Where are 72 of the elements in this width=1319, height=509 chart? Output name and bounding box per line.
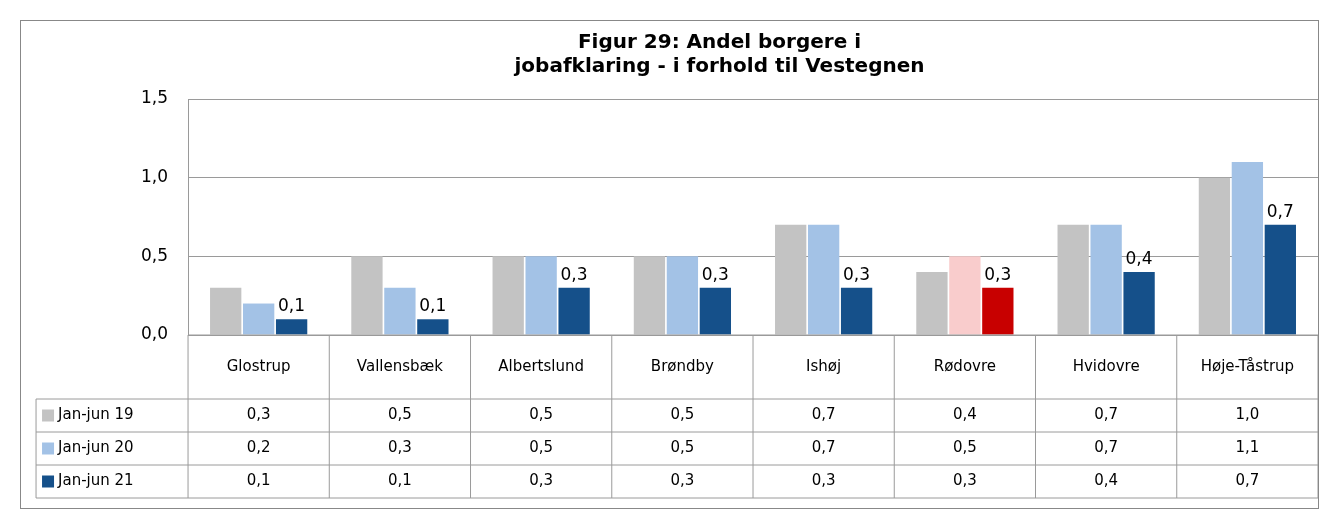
bar	[384, 287, 416, 335]
bar	[417, 319, 449, 335]
y-tick-label: 1,0	[140, 166, 169, 187]
legend-label: Jan-jun 19	[57, 405, 134, 424]
data-label: 0,7	[811, 438, 836, 457]
bar	[275, 319, 308, 335]
data-label: 0,1	[387, 471, 412, 490]
bar	[840, 287, 873, 335]
data-label: 0,5	[529, 405, 554, 424]
bar	[210, 287, 242, 335]
bar	[1264, 224, 1296, 335]
y-tick-label: 0,0	[140, 323, 169, 344]
bar	[699, 287, 732, 335]
bar	[1090, 224, 1122, 335]
data-label: 0,5	[529, 438, 554, 457]
bar	[916, 272, 948, 335]
data-label: 1,0	[1235, 405, 1260, 424]
bar	[775, 224, 807, 335]
data-label: 0,4	[952, 405, 977, 424]
data-label: 0,2	[246, 438, 271, 457]
bar	[633, 256, 666, 335]
bar	[982, 287, 1014, 335]
bar	[807, 224, 840, 335]
x-tick-label: Albertslund	[498, 356, 585, 375]
legend-label: Jan-jun 20	[57, 438, 134, 457]
bar	[525, 256, 557, 335]
data-label: 0,1	[246, 471, 271, 490]
text: 0,4	[1125, 247, 1153, 268]
x-tick-label: Vallensbæk	[356, 356, 444, 375]
legend-label: Jan-jun 21	[57, 471, 134, 490]
data-label: 0,3	[952, 471, 977, 490]
chart-title: Figur 29: Andel borgere i jobafklaring - i forhold til Vestegnen	[513, 29, 925, 78]
text: 0,1	[277, 295, 306, 316]
data-label: 0,3	[529, 471, 554, 490]
data-label: 0,5	[952, 438, 977, 457]
x-tick-label: Høje-Tåstrup	[1200, 356, 1295, 375]
y-tick-label: 1,5	[140, 87, 169, 108]
bar	[558, 287, 590, 335]
text: 0,3	[842, 263, 870, 284]
bar	[1057, 224, 1089, 335]
data-label: 0,3	[387, 438, 412, 457]
data-label: 0,3	[246, 405, 271, 424]
bar	[1123, 272, 1155, 335]
text: 0,7	[1266, 200, 1294, 221]
data-label: 0,7	[1094, 438, 1119, 457]
data-label: 0,5	[670, 438, 695, 457]
data-label: 0,3	[811, 471, 836, 490]
x-tick-label: Brøndby	[650, 356, 715, 375]
text: 0,1	[419, 295, 447, 316]
data-label: 0,7	[1094, 405, 1119, 424]
x-tick-label: Ishøj	[806, 356, 842, 375]
bar	[1198, 177, 1231, 335]
text: 0,3	[560, 263, 588, 284]
bar	[243, 303, 275, 335]
bar	[492, 256, 524, 335]
bar	[351, 256, 383, 335]
bar	[666, 256, 699, 335]
data-label: 0,4	[1094, 471, 1119, 490]
x-tick-label: Hvidovre	[1072, 356, 1140, 375]
x-tick-label: Rødovre	[933, 356, 997, 375]
data-label: 1,1	[1235, 438, 1260, 457]
text: 0,3	[701, 263, 729, 284]
y-tick-label: 0,5	[140, 244, 169, 265]
data-label: 0,7	[1235, 471, 1260, 490]
data-label: 0,5	[387, 405, 412, 424]
text: 0,3	[984, 263, 1012, 284]
bar	[1231, 161, 1264, 335]
bar	[949, 256, 981, 335]
data-label: 0,7	[811, 405, 836, 424]
x-tick-label: Glostrup	[226, 356, 291, 375]
data-label: 0,3	[670, 471, 695, 490]
data-label: 0,5	[670, 405, 695, 424]
